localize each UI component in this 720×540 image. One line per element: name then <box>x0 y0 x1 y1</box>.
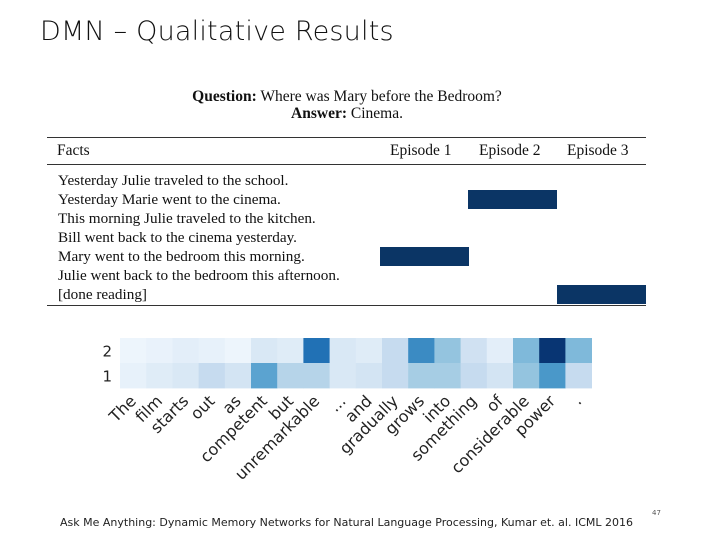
question-line: Question: Where was Mary before the Bedr… <box>0 88 694 105</box>
heatmap-cell <box>460 338 488 364</box>
question-text: Where was Mary before the Bedroom? <box>260 88 502 105</box>
question-label: Question: <box>192 88 257 105</box>
fact-item: This morning Julie traveled to the kitch… <box>58 210 316 227</box>
attention-bar-episode-2 <box>468 190 557 209</box>
heatmap-cell <box>565 338 592 364</box>
heatmap-cell <box>172 363 199 389</box>
heatmap-cell <box>146 338 173 364</box>
heatmap-cell <box>120 363 147 389</box>
heatmap-cell <box>251 363 278 389</box>
heatmap-cell <box>303 363 330 389</box>
fact-item: Mary went to the bedroom this morning. <box>58 248 305 265</box>
heatmap-cell <box>146 363 173 389</box>
answer-line: Answer: Cinema. <box>0 105 694 122</box>
heatmap-cell <box>539 363 566 389</box>
answer-label: Answer: <box>291 105 347 122</box>
x-tick-label: . <box>568 391 585 408</box>
heatmap-cell <box>382 338 409 364</box>
heatmap-cell <box>408 363 435 389</box>
facts-list: Yesterday Julie traveled to the school. … <box>58 171 340 304</box>
heatmap-cell <box>172 338 199 364</box>
fact-item: Yesterday Marie went to the cinema. <box>58 191 281 208</box>
heatmap-cell <box>434 363 461 389</box>
heatmap-cell <box>486 363 514 389</box>
fact-item: Julie went back to the bedroom this afte… <box>58 267 340 284</box>
heatmap-cell <box>224 338 252 364</box>
episode-2-header: Episode 2 <box>479 142 541 159</box>
table-bottom-rule <box>47 305 646 307</box>
attention-bar-episode-1 <box>380 247 469 266</box>
heatmap-cell <box>513 363 540 389</box>
heatmap-cell <box>460 363 488 389</box>
heatmap-cell <box>251 338 278 364</box>
fact-item: [done reading] <box>58 286 147 303</box>
heatmap-cell <box>120 338 147 364</box>
heatmap-cell <box>513 338 540 364</box>
heatmap-cell <box>329 363 357 389</box>
y-tick-label: 2 <box>102 343 112 361</box>
heatmap-cell <box>277 363 304 389</box>
heatmap-cell <box>277 338 304 364</box>
heatmap-cell <box>486 338 514 364</box>
x-tick-label: out <box>187 391 219 423</box>
facts-column-header: Facts <box>57 142 90 159</box>
page-number: 47 <box>652 509 661 517</box>
fact-item: Yesterday Julie traveled to the school. <box>58 172 289 189</box>
heatmap-cell <box>382 363 409 389</box>
heatmap-cell <box>224 363 252 389</box>
y-tick-label: 1 <box>102 368 112 386</box>
slide-title: DMN – Qualitative Results <box>40 16 394 47</box>
heatmap-cell <box>355 338 383 364</box>
heatmap-cell <box>329 338 357 364</box>
citation-footer: Ask Me Anything: Dynamic Memory Networks… <box>60 516 633 529</box>
heatmap-cell <box>434 338 461 364</box>
fact-item: Bill went back to the cinema yesterday. <box>58 229 297 246</box>
heatmap-cell <box>539 338 566 364</box>
table-top-rule <box>47 137 646 139</box>
attention-bar-episode-3 <box>557 285 646 304</box>
qa-block: Question: Where was Mary before the Bedr… <box>0 88 694 122</box>
episode-1-header: Episode 1 <box>390 142 452 159</box>
heatmap-cell <box>198 338 226 364</box>
heatmap-cell <box>355 363 383 389</box>
heatmap-cell <box>408 338 435 364</box>
episode-3-header: Episode 3 <box>567 142 629 159</box>
table-header-rule <box>47 164 646 165</box>
heatmap-cell <box>565 363 592 389</box>
heatmap-cell <box>303 338 330 364</box>
heatmap-cell <box>198 363 226 389</box>
answer-text: Cinema. <box>350 105 403 122</box>
